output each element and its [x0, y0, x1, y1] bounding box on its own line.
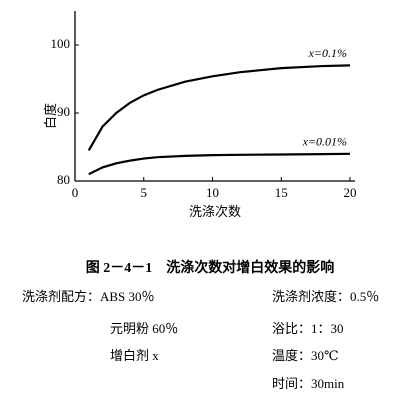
line [88, 152, 351, 176]
x-tick-label: 20 [344, 185, 357, 200]
caption: 图 2－4－1 洗涤次数对增白效果的影响 [86, 259, 335, 276]
note: 洗涤剂浓度：0.5％ [272, 289, 379, 304]
note: 温度：30℃ [272, 348, 339, 363]
x-tick-label: 5 [141, 185, 148, 200]
x-tick-label: 10 [206, 185, 219, 200]
note: 元明粉 60％ [110, 321, 178, 336]
series-label: x=0.1% [308, 46, 347, 60]
series-label: x=0.01% [302, 135, 347, 149]
note: 洗涤剂配方：ABS 30％ [22, 289, 155, 304]
x-axis-label: 洗涤次数 [189, 204, 241, 219]
note: 增白剂 x [110, 348, 159, 363]
y-tick-label: 100 [51, 36, 71, 51]
y-tick-label: 80 [57, 172, 70, 187]
x-tick-label: 0 [72, 185, 79, 200]
note: 时间：30min [272, 376, 345, 391]
y-axis-label: 白度 [43, 103, 58, 129]
note: 浴比：1：30 [272, 321, 344, 336]
y-tick-label: 90 [57, 104, 70, 119]
line [87, 64, 351, 151]
x-tick-label: 15 [275, 185, 288, 200]
